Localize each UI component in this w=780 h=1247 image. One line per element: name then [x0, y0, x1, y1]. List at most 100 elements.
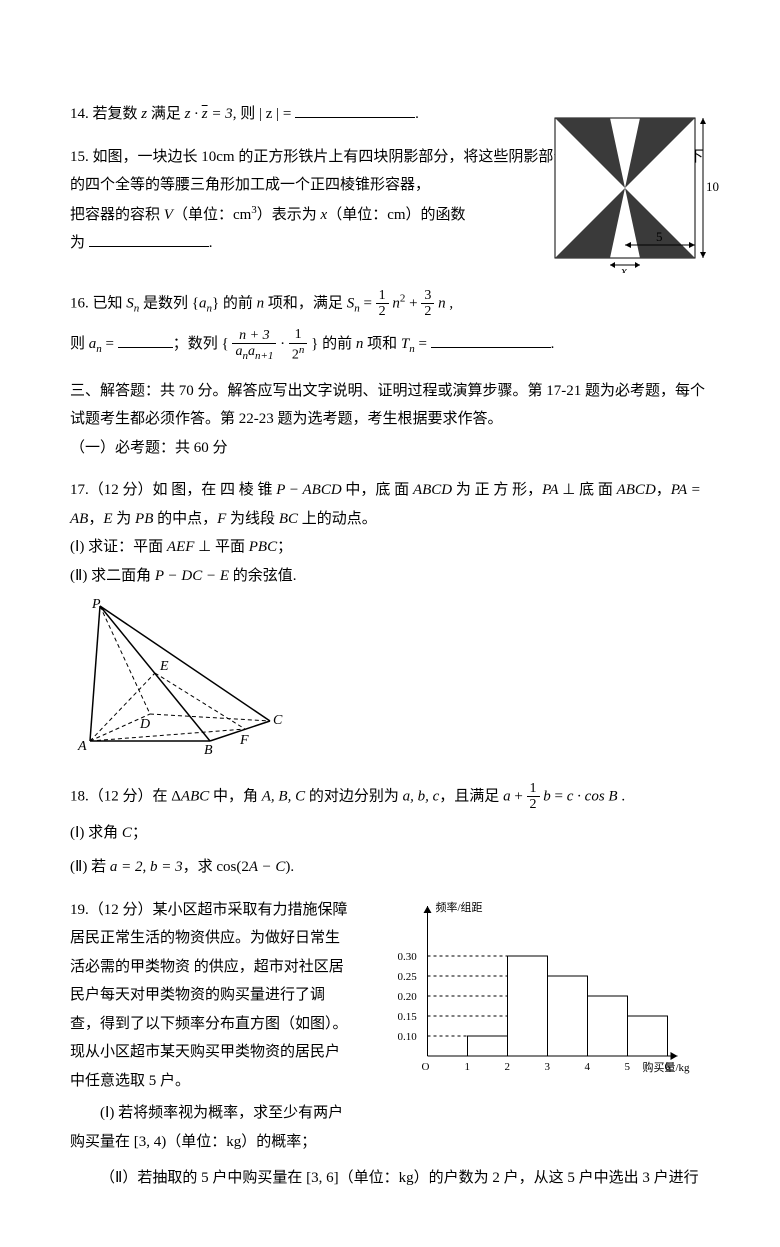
q17-label-C: C	[273, 713, 283, 728]
svg-text:O: O	[422, 1061, 430, 1073]
q17-F: F	[217, 511, 226, 527]
q18-a2: a = 2, b = 3	[110, 859, 183, 875]
section-3-header: 三、解答题：共 70 分。解答应写出文字说明、证明过程或演算步骤。第 17-21…	[70, 377, 710, 463]
q17-l2d: 的中点，	[153, 511, 217, 527]
q16-line2: 则 an = ；数列 { n + 3anan+1 · 12n } 的前 n 项和…	[70, 327, 710, 362]
svg-text:5: 5	[625, 1061, 631, 1073]
q17-l2c: 为	[113, 511, 136, 527]
q18-part1: (Ⅰ) 求角 C；	[70, 819, 710, 848]
q18-part2: (Ⅱ) 若 a = 2, b = 3，求 cos(2A − C).	[70, 853, 710, 882]
q17-part2: (Ⅱ) 求二面角 P − DC − E 的余弦值.	[70, 562, 710, 591]
q17-l1c: 为 正 方 形，	[452, 482, 542, 498]
q16-l2d: 项和	[363, 336, 401, 352]
q18-amc: A − C	[249, 859, 286, 875]
q17-pdce: P − DC − E	[155, 568, 229, 584]
q17-aef: AEF	[167, 539, 195, 555]
q17-label-B: B	[204, 743, 213, 756]
q17-label-D: D	[139, 717, 150, 732]
q16-dot: ·	[276, 336, 289, 352]
question-15: 15. 如图，一块边长 10cm 的正方形铁片上有四块阴影部分，将这些阴影部分裁…	[70, 143, 710, 258]
q17-label-P: P	[91, 597, 101, 612]
q19-text-block: 19.（12 分）某小区超市采取有力措施保障居民正常生活的物资供应。为做好日常生…	[70, 896, 350, 1128]
q17-l1b: 中，底 面	[342, 482, 413, 498]
q18-p2b: ，求 cos(2	[183, 859, 249, 875]
q17-p2b: 的余弦值.	[229, 568, 297, 584]
q18-eq: =	[551, 788, 567, 804]
q16-l2a: 则	[70, 336, 89, 352]
question-18: 18.（12 分）在 ΔABC 中，角 A, B, C 的对边分别为 a, b,…	[70, 781, 710, 882]
q18-ABC: A, B, C	[262, 788, 305, 804]
q17-l1: 17.（12 分）如 图，在 四 棱 锥	[70, 482, 276, 498]
q16-l2e: =	[415, 336, 431, 352]
q17-p1c: ；	[277, 539, 292, 555]
q18-l1d: ，且满足	[439, 788, 503, 804]
question-16: 16. 已知 Sn 是数列 {an} 的前 n 项和，满足 Sn = 12 n2…	[70, 288, 710, 363]
q17-pa: PA	[542, 482, 558, 498]
q17-PB: PB	[135, 511, 153, 527]
q16-semi: ；数列 {	[173, 336, 233, 352]
q17-figure: P A B C D E F	[70, 596, 290, 756]
q15-unit2: （单位：cm）的函数	[327, 207, 465, 223]
q17-l2e: 为线段	[226, 511, 279, 527]
q17-p1a: (Ⅰ) 求证：平面	[70, 539, 167, 555]
svg-text:3: 3	[545, 1061, 551, 1073]
q18-l1a: 18.（12 分）在 Δ	[70, 788, 181, 804]
q18-b: b	[543, 788, 551, 804]
q17-l2f: 上的动点。	[298, 511, 377, 527]
q16-plus: +	[405, 295, 421, 311]
q15-unit1b: ）表示为	[257, 207, 321, 223]
svg-text:0.15: 0.15	[398, 1011, 418, 1023]
q17-p1b: ⊥ 平面	[194, 539, 248, 555]
q17-label-F: F	[239, 733, 249, 748]
q14-period: .	[415, 106, 419, 122]
q17-label-A: A	[77, 739, 87, 754]
q17-perp: ⊥ 底 面	[559, 482, 617, 498]
q15-unit1: （单位：cm	[173, 207, 251, 223]
q16-n3: n	[438, 295, 446, 311]
q15-label-10: 10	[706, 179, 719, 194]
q14-eq: z · z = 3	[185, 106, 233, 122]
q15-figure: x 10 5	[550, 113, 720, 273]
q16-blank2	[431, 332, 551, 348]
q14-after: , 则 | z | =	[233, 106, 295, 122]
q19-xticks: O 1 2 3 4 5 6	[422, 1061, 671, 1073]
q15-l3: 为	[70, 235, 85, 251]
q16-frac2: n + 3anan+1	[232, 328, 276, 362]
q16-blank1	[118, 332, 173, 348]
svg-text:0.10: 0.10	[398, 1031, 418, 1043]
q18-p1: (Ⅰ) 求角	[70, 825, 122, 841]
q17-part1: (Ⅰ) 求证：平面 AEF ⊥ 平面 PBC；	[70, 533, 710, 562]
q16-frac3: 12n	[289, 327, 308, 362]
q19-ylabel: 频率/组距	[436, 900, 483, 914]
q16-l1a: 16. 已知	[70, 295, 126, 311]
q15-label-5: 5	[656, 229, 663, 244]
q16-eq: =	[360, 295, 376, 311]
q17-E: E	[103, 511, 112, 527]
q19-p1a: (Ⅰ) 若将频率视为概率，求至少有两户	[70, 1099, 350, 1128]
q18-abc: ABC	[181, 788, 209, 804]
q16-l1b: 是数列 {	[139, 295, 199, 311]
svg-text:0.30: 0.30	[398, 951, 418, 963]
q17-abcd: ABCD	[413, 482, 452, 498]
q14-blank	[295, 102, 415, 118]
q19-bar-5	[628, 1016, 668, 1056]
q15-period: .	[209, 235, 213, 251]
q19-p1b: 购买量在 [3, 4)（单位：kg）的概率；	[70, 1128, 710, 1157]
q14-prefix: 14. 若复数	[70, 106, 141, 122]
section3-text1: 三、解答题：共 70 分。解答应写出文字说明、证明过程或演算步骤。第 17-21…	[70, 377, 710, 434]
svg-text:2: 2	[505, 1061, 511, 1073]
q17-BC: BC	[279, 511, 298, 527]
q17-l2b: ，	[88, 511, 103, 527]
q18-p2c: ).	[285, 859, 294, 875]
q19-bar-2	[508, 956, 548, 1056]
q18-cosB: · cos B	[573, 788, 617, 804]
q18-p2a: (Ⅱ) 若	[70, 859, 110, 875]
q17-label-E: E	[159, 659, 169, 674]
q17-pbc: PBC	[249, 539, 277, 555]
q17-body: 17.（12 分）如 图，在 四 棱 锥 P − ABCD 中，底 面 ABCD…	[70, 476, 710, 533]
q18-l1c: 的对边分别为	[305, 788, 403, 804]
q16-line1: 16. 已知 Sn 是数列 {an} 的前 n 项和，满足 Sn = 12 n2…	[70, 288, 710, 320]
q18-period: .	[618, 788, 626, 804]
svg-text:4: 4	[585, 1061, 591, 1073]
q16-n2: n	[392, 295, 400, 311]
